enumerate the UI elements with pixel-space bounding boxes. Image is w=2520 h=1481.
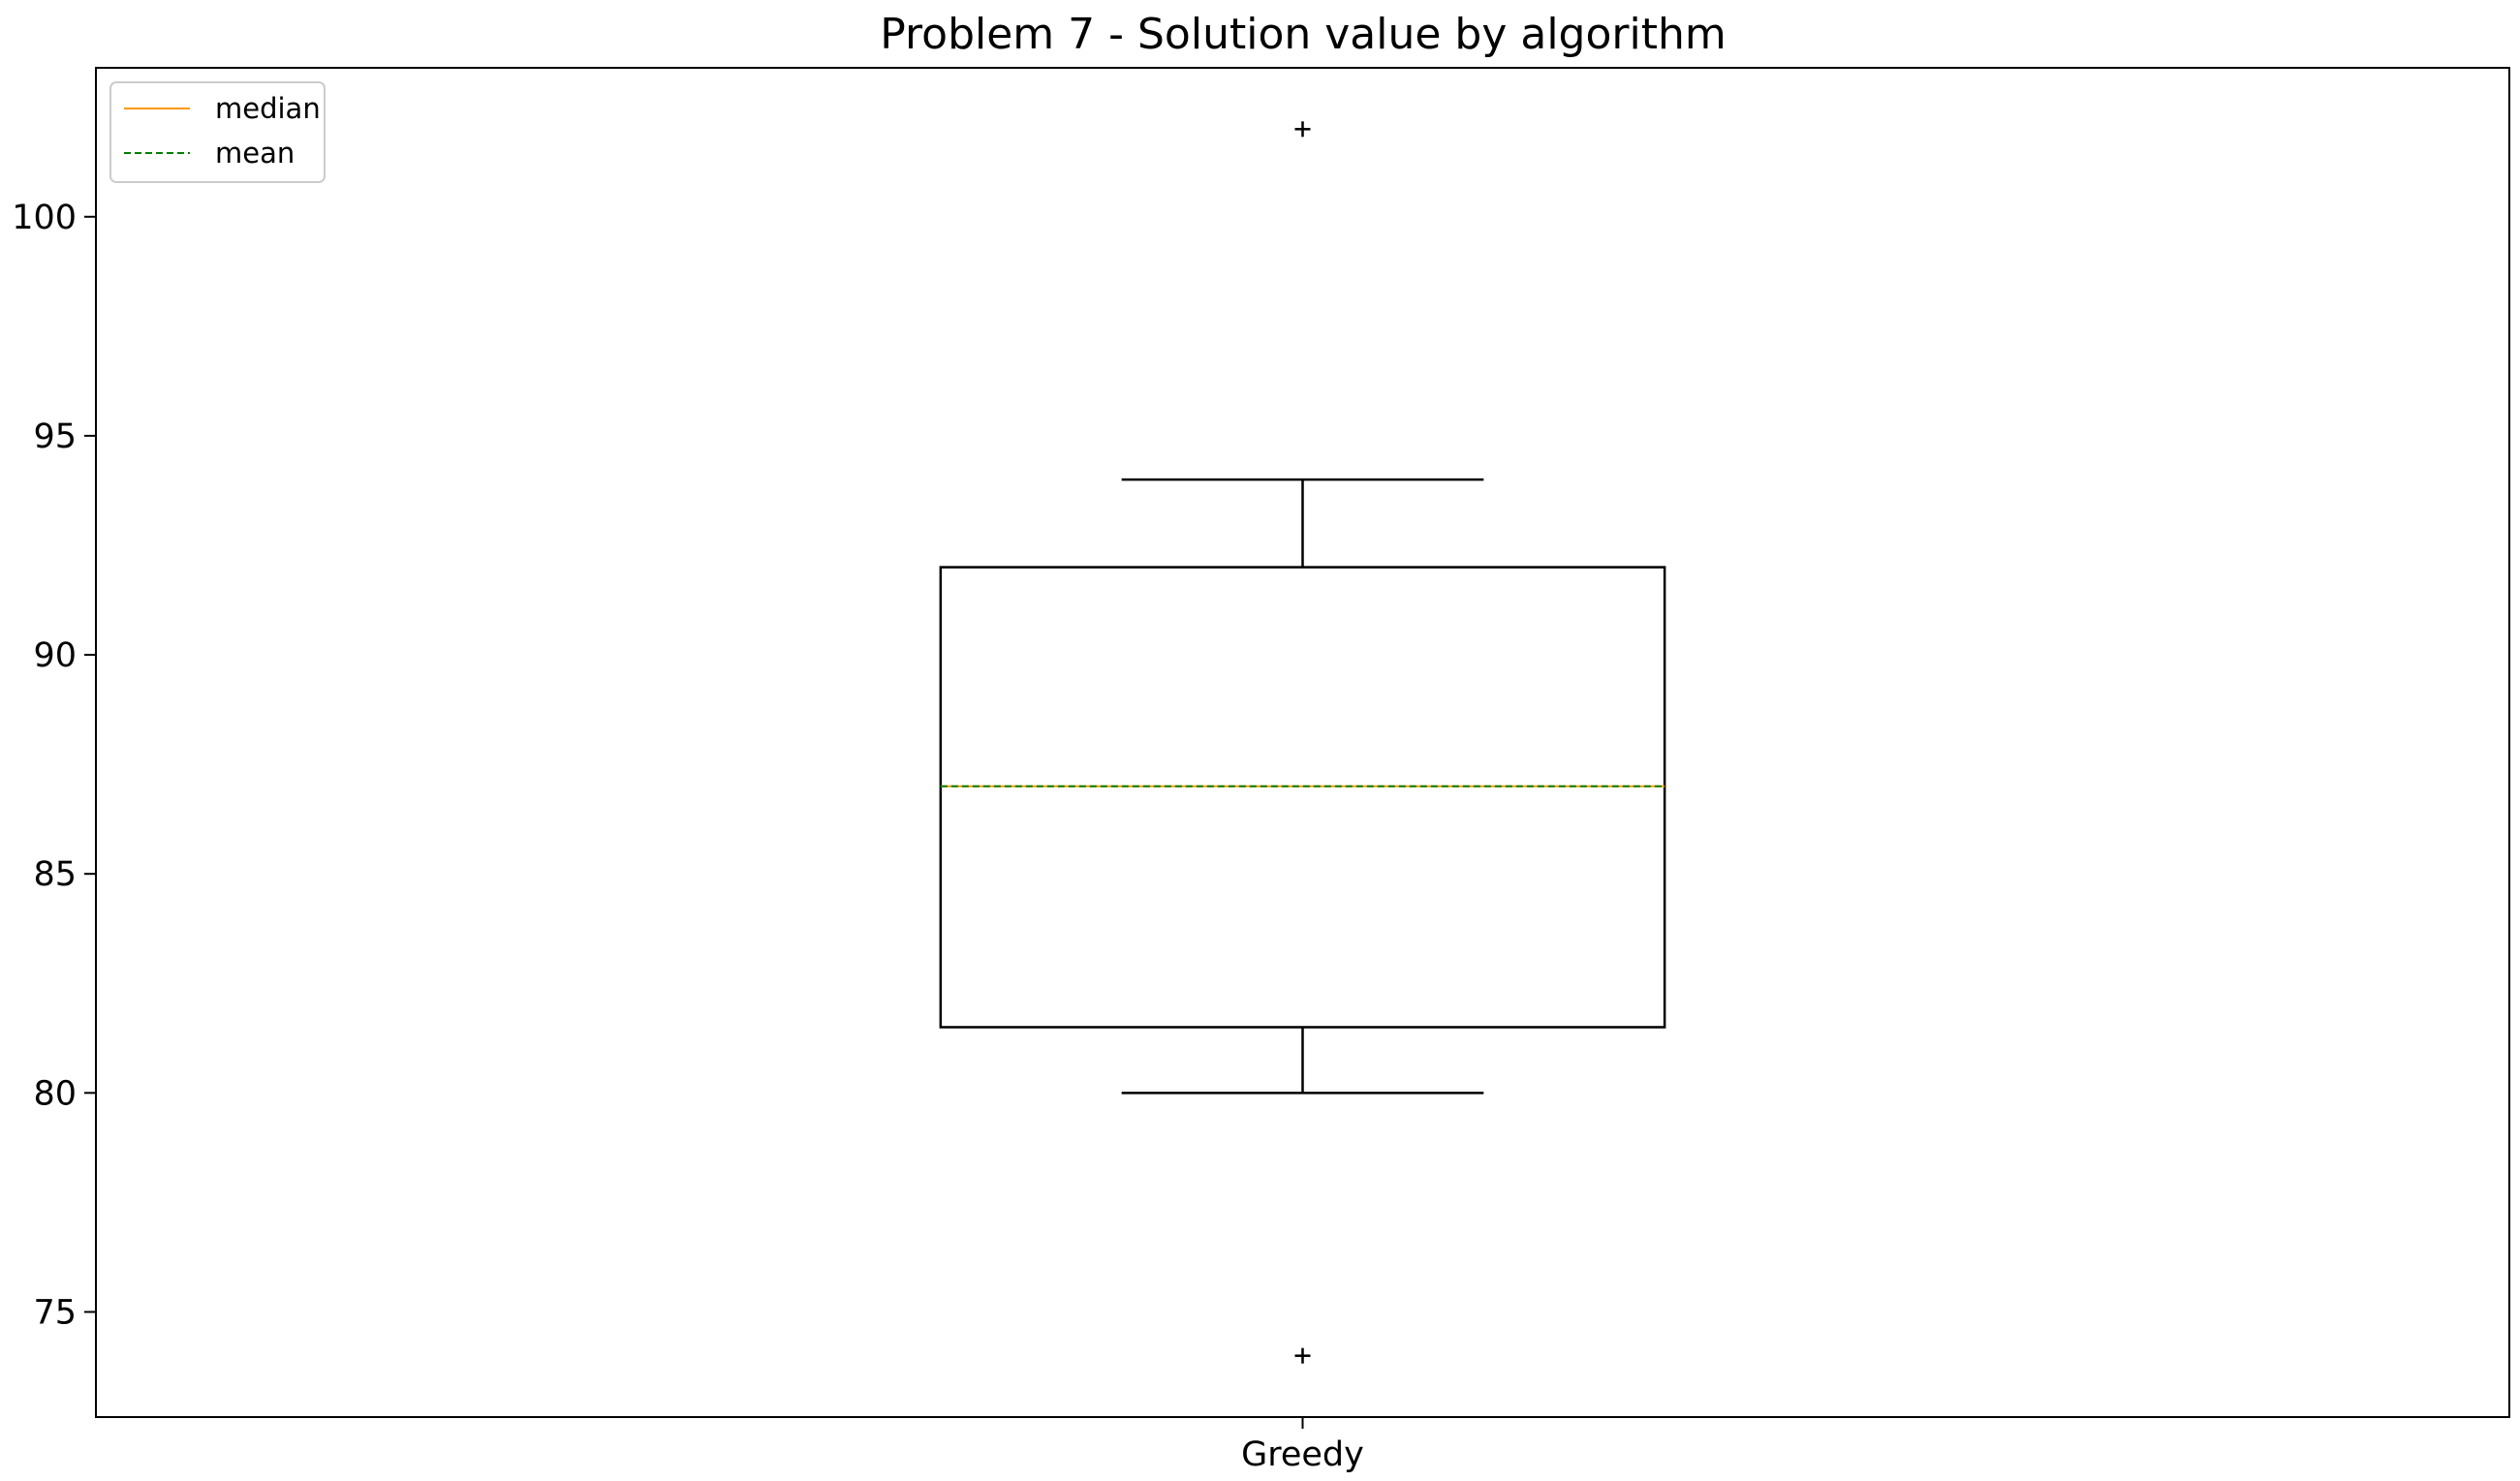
y-tick-label: 100 — [12, 199, 77, 237]
y-tick-label: 95 — [33, 417, 77, 456]
iqr-box — [939, 566, 1666, 1029]
outlier-marker — [1294, 121, 1311, 138]
box-plot-greedy — [939, 121, 1666, 1364]
y-tick-label: 80 — [33, 1074, 77, 1113]
y-tick-label: 85 — [33, 855, 77, 894]
chart-title: Problem 7 - Solution value by algorithm — [880, 10, 1726, 59]
y-tick-label: 75 — [33, 1293, 77, 1332]
y-axis: 75 80 85 90 95 100 — [12, 199, 96, 1332]
box-plot-group — [939, 121, 1666, 1364]
legend-median-label: median — [215, 92, 321, 125]
legend: median mean — [109, 81, 326, 183]
x-tick-label: Greedy — [1241, 1435, 1364, 1474]
x-axis: Greedy — [1241, 1417, 1364, 1474]
legend-mean-label: mean — [215, 137, 295, 170]
outlier-marker — [1294, 1347, 1311, 1364]
legend-frame — [109, 81, 326, 183]
plot-area — [95, 67, 2510, 1418]
y-tick-label: 90 — [33, 636, 77, 675]
